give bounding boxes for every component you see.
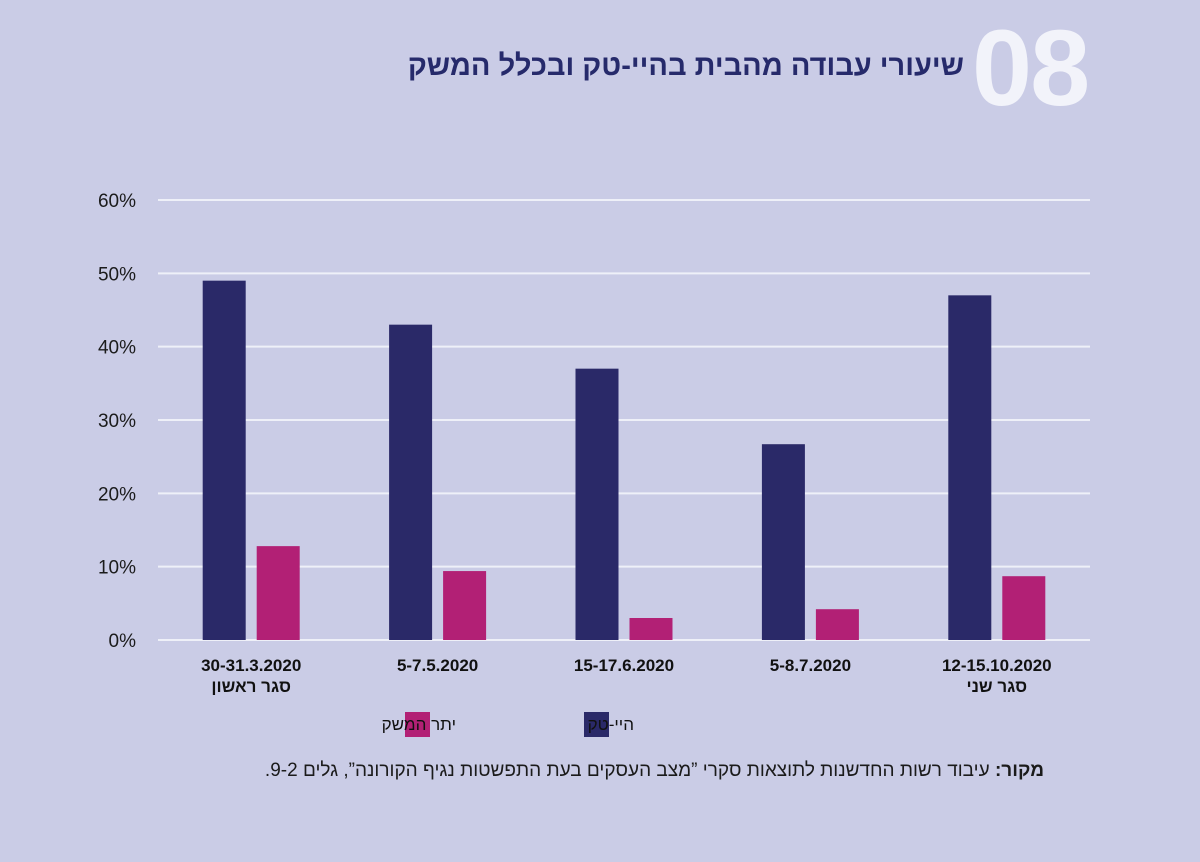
- y-tick-label: 40%: [98, 338, 136, 359]
- bar-hitech: [202, 280, 246, 640]
- y-tick-label: 60%: [98, 191, 136, 212]
- x-axis-categories: 30-31.3.2020 סגר ראשון 5-7.5.2020 15-17.6.2…: [201, 656, 1052, 696]
- y-tick-label: 0%: [109, 631, 137, 652]
- bar-hitech: [389, 324, 433, 640]
- bar-rest-of-economy: [629, 618, 673, 640]
- legend-label: היי-טק: [588, 715, 634, 734]
- category-sub-label: סגר שני: [966, 677, 1027, 696]
- y-tick-label: 10%: [98, 558, 136, 579]
- category-date-label: 30-31.3.2020: [201, 656, 301, 675]
- bars: [202, 280, 1046, 640]
- source-label: מקור:: [994, 760, 1044, 781]
- bar-rest-of-economy: [1002, 576, 1046, 640]
- chart-title: שיעורי עבודה מהבית בהיי-טק ובכלל המשק: [407, 50, 964, 82]
- y-axis-ticks: 0% 10% 20% 30% 40% 50% 60%: [98, 191, 136, 652]
- bar-hitech: [761, 444, 805, 640]
- source-text: עיבוד רשות החדשנות לתוצאות סקרי ”מצב העס…: [264, 760, 990, 781]
- chart-number: 08: [972, 7, 1090, 128]
- y-tick-label: 50%: [98, 264, 136, 285]
- y-tick-label: 20%: [98, 484, 136, 505]
- source-note: מקור: עיבוד רשות החדשנות לתוצאות סקרי ”מ…: [265, 760, 1044, 782]
- legend-swatch: [405, 712, 430, 737]
- bar-rest-of-economy: [815, 609, 859, 640]
- bar-rest-of-economy: [256, 546, 300, 640]
- grid-lines: [158, 199, 1090, 641]
- bar-hitech: [948, 295, 992, 640]
- legend-swatch: [584, 712, 609, 737]
- legend: היי-טק יתר המשק: [382, 712, 634, 737]
- category-sub-label: סגר ראשון: [211, 677, 291, 696]
- category-date-label: 5-7.5.2020: [397, 656, 478, 675]
- legend-label: יתר המשק: [382, 715, 456, 734]
- bar-hitech: [575, 368, 619, 640]
- y-tick-label: 30%: [98, 411, 136, 432]
- bar-chart: 0% 10% 20% 30% 40% 50% 60% 30-31.3.2020 סגר ראש…: [98, 191, 1090, 737]
- bar-rest-of-economy: [443, 571, 487, 640]
- category-date-label: 12-15.10.2020: [942, 656, 1052, 675]
- category-date-label: 15-17.6.2020: [574, 656, 674, 675]
- category-date-label: 5-8.7.2020: [770, 656, 851, 675]
